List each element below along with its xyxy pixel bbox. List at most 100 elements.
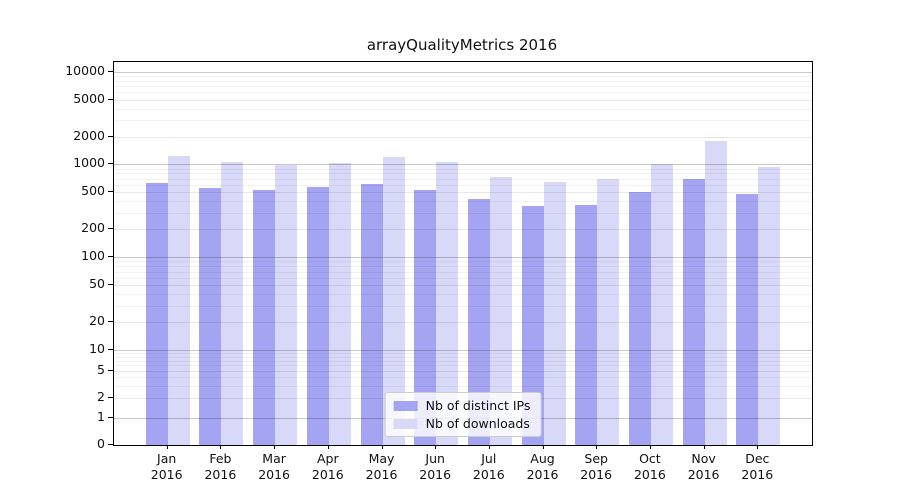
- minor-gridline-8: [114, 356, 812, 358]
- minor-gridline-4000: [114, 108, 812, 110]
- x-tick-mark-mar: [274, 445, 276, 449]
- gridline-50: [114, 285, 812, 287]
- bar-downloads-jun: [436, 162, 459, 445]
- legend-label-downloads: Nb of downloads: [425, 416, 530, 431]
- x-tick-label-aug: Aug 2016: [526, 451, 559, 482]
- gridline-5: [114, 370, 812, 372]
- bar-downloads-jul: [489, 177, 512, 445]
- gridline-10: [114, 350, 812, 351]
- x-tick-label-jul: Jul 2016: [472, 451, 505, 482]
- y-tick-mark-2: [108, 396, 113, 398]
- legend: Nb of distinct IPs Nb of downloads: [384, 392, 542, 437]
- minor-gridline-9: [114, 353, 812, 355]
- plot-area: Nb of distinct IPs Nb of downloads: [113, 61, 813, 446]
- bar-distinct-ips-dec: [736, 193, 759, 445]
- bar-downloads-dec: [758, 166, 781, 445]
- x-tick-label-apr: Apr 2016: [311, 451, 344, 482]
- bar-distinct-ips-apr: [306, 187, 329, 445]
- x-tick-mark-dec: [757, 445, 759, 449]
- x-tick-mark-feb: [220, 445, 222, 449]
- y-tick-mark-5000: [108, 98, 113, 100]
- y-tick-mark-50: [108, 284, 113, 286]
- x-tick-mark-oct: [649, 445, 651, 449]
- gridline-1000: [114, 164, 812, 166]
- bar-distinct-ips-aug: [521, 205, 544, 445]
- legend-swatch-distinct-ips: [393, 400, 418, 411]
- bar-distinct-ips-oct: [628, 191, 651, 445]
- chart-title: arrayQualityMetrics 2016: [366, 36, 558, 54]
- bars-layer: [114, 62, 812, 445]
- bar-downloads-mar: [275, 164, 298, 445]
- y-tick-mark-1000: [108, 163, 113, 165]
- y-tick-label-0: 0: [97, 436, 105, 451]
- gridline-500: [114, 192, 812, 194]
- minor-gridline-800: [114, 173, 812, 175]
- x-tick-mark-nov: [703, 445, 705, 449]
- x-tick-label-nov: Nov 2016: [687, 451, 720, 482]
- bar-downloads-nov: [704, 140, 727, 445]
- minor-gridline-900: [114, 168, 812, 170]
- legend-label-distinct-ips: Nb of distinct IPs: [425, 398, 531, 413]
- gridline-20: [114, 322, 812, 324]
- minor-gridline-6: [114, 365, 812, 367]
- bar-downloads-may: [382, 156, 405, 445]
- bar-downloads-feb: [221, 162, 244, 445]
- legend-swatch-downloads: [393, 418, 418, 429]
- minor-gridline-400: [114, 201, 812, 203]
- gridline-10000: [114, 71, 812, 73]
- bar-downloads-jan: [167, 156, 190, 445]
- x-tick-mark-may: [381, 445, 383, 449]
- y-tick-label-10: 10: [89, 341, 105, 356]
- gridline-5000: [114, 99, 812, 101]
- x-tick-label-dec: Dec 2016: [741, 451, 774, 482]
- y-tick-mark-200: [108, 228, 113, 230]
- minor-gridline-300: [114, 212, 812, 214]
- x-tick-mark-jan: [166, 445, 168, 449]
- bar-downloads-aug: [543, 181, 566, 445]
- y-tick-mark-0: [108, 444, 113, 445]
- minor-gridline-3000: [114, 120, 812, 122]
- y-tick-label-50: 50: [89, 276, 105, 292]
- bar-downloads-apr: [328, 162, 351, 445]
- x-tick-label-jun: Jun 2016: [419, 451, 452, 482]
- y-tick-mark-500: [108, 191, 113, 193]
- minor-gridline-30: [114, 305, 812, 307]
- minor-gridline-7000: [114, 86, 812, 87]
- y-tick-mark-1: [108, 417, 113, 418]
- y-tick-mark-5: [108, 369, 113, 371]
- minor-gridline-70: [114, 271, 812, 273]
- x-tick-label-mar: Mar 2016: [258, 451, 290, 482]
- bar-distinct-ips-jun: [414, 190, 437, 445]
- x-tick-label-may: May 2016: [365, 451, 398, 482]
- legend-entry-downloads: Nb of downloads: [393, 416, 531, 431]
- minor-gridline-6000: [114, 92, 812, 94]
- minor-gridline-40: [114, 294, 812, 296]
- y-tick-label-2: 2: [97, 388, 105, 404]
- y-tick-label-200: 200: [81, 220, 105, 236]
- gridline-2000: [114, 136, 812, 138]
- x-tick-label-jan: Jan 2016: [150, 451, 183, 482]
- bar-distinct-ips-jul: [467, 199, 490, 445]
- y-tick-label-5000: 5000: [73, 90, 105, 106]
- x-tick-label-oct: Oct 2016: [633, 451, 666, 482]
- y-tick-mark-10000: [108, 70, 113, 72]
- minor-gridline-8000: [114, 80, 812, 82]
- minor-gridline-9000: [114, 75, 812, 77]
- x-tick-mark-apr: [327, 445, 329, 449]
- x-tick-mark-jul: [488, 445, 490, 449]
- y-tick-mark-100: [108, 256, 113, 258]
- x-tick-mark-sep: [596, 445, 598, 449]
- x-tick-label-sep: Sep 2016: [580, 451, 613, 482]
- bar-distinct-ips-sep: [575, 205, 598, 445]
- minor-gridline-90: [114, 261, 812, 263]
- y-tick-label-5: 5: [97, 361, 105, 377]
- bar-downloads-oct: [650, 164, 673, 445]
- y-tick-label-1: 1: [97, 409, 105, 424]
- x-tick-mark-jun: [435, 445, 437, 449]
- x-tick-label-feb: Feb 2016: [204, 451, 237, 482]
- y-tick-label-1000: 1000: [73, 155, 105, 171]
- grid-layer: [114, 62, 812, 445]
- minor-gridline-60: [114, 277, 812, 279]
- y-tick-mark-20: [108, 321, 113, 323]
